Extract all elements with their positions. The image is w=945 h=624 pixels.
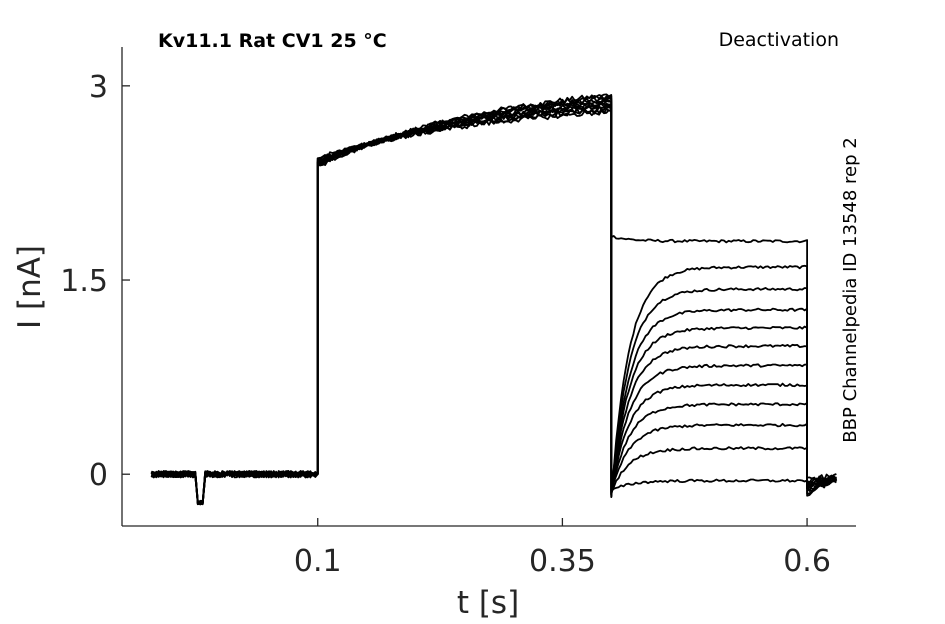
current-trace <box>150 95 837 505</box>
current-trace <box>150 93 837 506</box>
chart-title: Kv11.1 Rat CV1 25 °C <box>158 30 387 52</box>
x-ticks: 0.1 0.35 0.6 <box>294 518 831 579</box>
y-axis-label: I [nA] <box>12 245 48 329</box>
protocol-label: Deactivation <box>719 29 839 51</box>
current-trace <box>150 96 837 505</box>
x-tick-label: 0.35 <box>529 544 596 579</box>
current-trace <box>151 96 837 504</box>
current-traces <box>150 93 838 506</box>
y-tick-label: 0 <box>89 458 108 493</box>
current-trace <box>150 99 838 505</box>
y-ticks: 01.53 <box>60 70 130 493</box>
source-label: BBP Channelpedia ID 13548 rep 2 <box>840 137 861 442</box>
current-trace <box>151 103 837 506</box>
current-trace <box>150 107 837 506</box>
x-tick-label: 0.6 <box>783 544 831 579</box>
current-trace <box>151 105 838 505</box>
y-tick-label: 3 <box>89 70 108 105</box>
current-trace <box>150 102 838 505</box>
current-trace <box>150 109 838 505</box>
x-axis-label: t [s] <box>457 585 519 621</box>
current-trace <box>151 106 837 505</box>
y-tick-label: 1.5 <box>60 264 108 299</box>
current-trace <box>150 99 837 505</box>
x-tick-label: 0.1 <box>294 544 342 579</box>
